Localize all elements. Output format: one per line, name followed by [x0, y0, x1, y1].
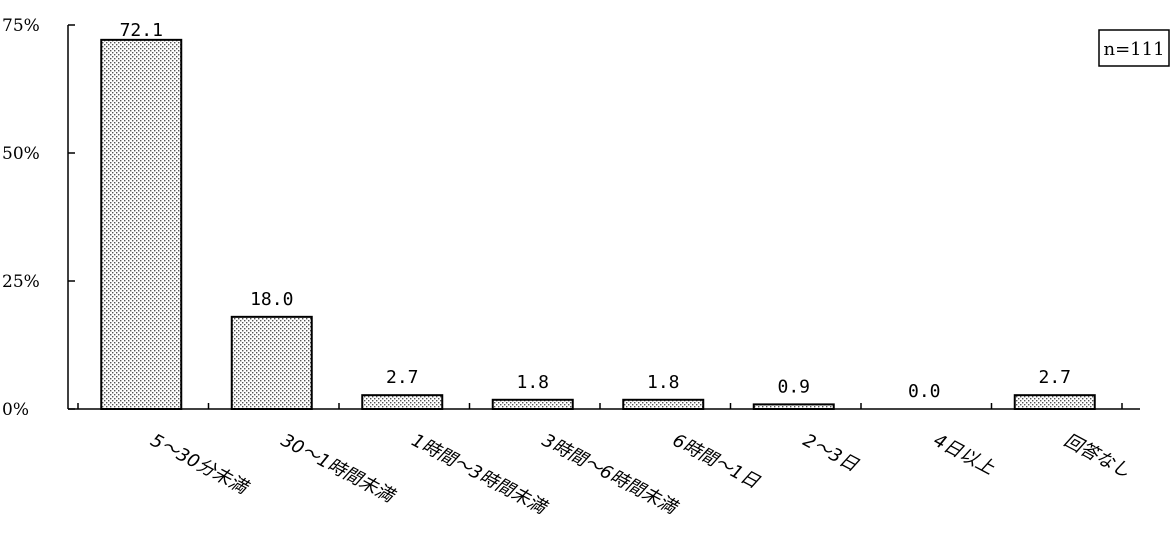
data-label: 18.0 [250, 289, 293, 310]
bar [361, 394, 444, 410]
data-label: 2.7 [386, 367, 419, 388]
x-tick-label: 5～30分未満 [147, 430, 253, 500]
x-tick-label: 1時間～3時間未満 [408, 430, 552, 520]
x-tick-label: 2～3日 [799, 430, 862, 477]
x-tick-label: 3時間～6時間未満 [538, 430, 682, 520]
y-tick-label: 0% [2, 400, 29, 420]
sample-size-label: n=111 [1103, 39, 1164, 60]
x-tick-label: 30～1時間未満 [277, 430, 399, 508]
bar [622, 398, 705, 410]
x-tick-label: 6時間～1日 [669, 430, 764, 494]
x-tick-label: 4日以上 [930, 430, 999, 480]
bar [100, 38, 183, 411]
bar [1013, 394, 1096, 410]
bar [491, 398, 574, 410]
y-tick-label: 25% [2, 272, 40, 292]
sample-size-box: n=111 [1098, 29, 1170, 67]
data-label: 0.9 [777, 376, 810, 397]
data-label: 0.0 [908, 381, 941, 402]
data-label: 1.8 [647, 372, 680, 393]
bar [230, 315, 313, 410]
bars: 72.1 18.0 2.7 1.8 1.8 0.9 0.0 2.7 [100, 20, 1096, 411]
y-tick-label: 75% [2, 16, 40, 36]
y-axis: 0% 25% 50% 75% [2, 16, 75, 420]
data-label: 1.8 [516, 372, 549, 393]
x-tick-label: 回答なし [1060, 430, 1133, 482]
y-tick-label: 50% [2, 144, 40, 164]
data-label: 72.1 [120, 20, 163, 41]
data-label: 2.7 [1038, 367, 1071, 388]
